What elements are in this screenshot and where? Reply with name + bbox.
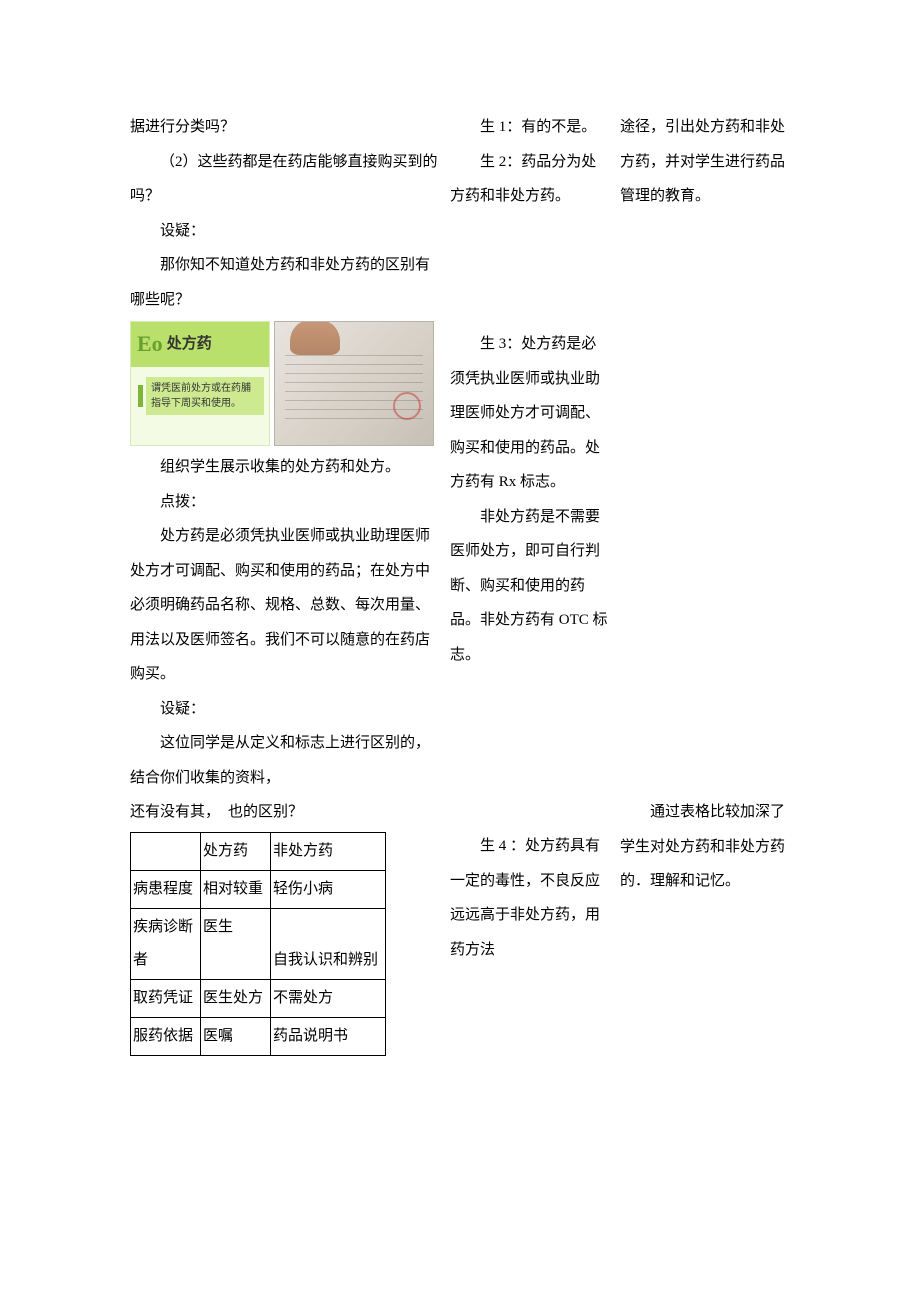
cell: 自我认识和辨别 [271, 908, 386, 979]
cell: 药品说明书 [271, 1017, 386, 1055]
purpose-2: 通过表格比较加深了学生对处方药和非处方药的．理解和记忆。 [620, 795, 790, 899]
text-dianbo: 点拨： [130, 485, 440, 520]
col-left-3: 还有没有其， 也的区别？ 处方药 非处方药 病患程度 相对较重 轻伤小病 疾病诊… [130, 795, 440, 1056]
student-1: 生 1：有的不是。 [450, 110, 610, 145]
col-left-2: Eo 处方药 谓凭医前处方或在药脯指导下周买和使用。 组织学生展示收集的处方药和… [130, 317, 440, 795]
table-row: 服药依据 医嘱 药品说明书 [131, 1017, 386, 1055]
text-organize-students: 组织学生展示收集的处方药和处方。 [130, 450, 440, 485]
text-query-2: 设疑： [130, 692, 440, 727]
cell: 轻伤小病 [271, 870, 386, 908]
rx-card-title-block: Eo 处方药 [131, 322, 269, 367]
cell: 不需处方 [271, 979, 386, 1017]
rx-card-subtitle: 谓凭医前处方或在药脯指导下周买和使用。 [146, 377, 264, 415]
text-followup: 这位同学是从定义和标志上进行区别的，结合你们收集的资料， [130, 726, 440, 795]
rx-card-image: Eo 处方药 谓凭医前处方或在药脯指导下周买和使用。 [130, 321, 270, 446]
prescription-photo [274, 321, 434, 446]
text-q-classify: 据进行分类吗？ [130, 110, 440, 145]
col-right-3: 通过表格比较加深了学生对处方药和非处方药的．理解和记忆。 [620, 795, 790, 1056]
table-row: 病患程度 相对较重 轻伤小病 [131, 870, 386, 908]
text-q-difference: 那你知不知道处方药和非处方药的区别有哪些呢？ [130, 248, 440, 317]
text-query-1: 设疑： [130, 214, 440, 249]
col-mid-3: 生 4 ：处方药具有一定的毒性，不良反应远远高于非处方药，用药方法 [450, 795, 610, 1056]
cell: 医嘱 [201, 1017, 271, 1055]
rx-card-prefix: Eo [137, 321, 163, 370]
cell: 医生 [201, 908, 271, 979]
table-header-row: 处方药 非处方药 [131, 832, 386, 870]
text-rx-definition: 处方药是必须凭执业医师或执业助理医师处方才可调配、购买和使用的药品；在处方中必须… [130, 519, 440, 692]
row-3: 还有没有其， 也的区别？ 处方药 非处方药 病患程度 相对较重 轻伤小病 疾病诊… [130, 795, 790, 1056]
student-2: 生 2：药品分为处方药和非处方药。 [450, 145, 610, 214]
col-right-2 [620, 317, 790, 795]
col-mid-2: 生 3：处方药是必须凭执业医师或执业助理医师处方才可调配、购买和使用的药品。处方… [450, 317, 610, 795]
table-row: 疾病诊断者 医生 自我认识和辨别 [131, 908, 386, 979]
rx-card-title: 处方药 [167, 327, 212, 362]
th-rx: 处方药 [201, 832, 271, 870]
cell: 病患程度 [131, 870, 201, 908]
student-5: 生 4 ：处方药具有一定的毒性，不良反应远远高于非处方药，用药方法 [450, 829, 610, 967]
stamp-circle [393, 392, 421, 420]
image-row: Eo 处方药 谓凭医前处方或在药脯指导下周买和使用。 [130, 321, 440, 446]
purpose-1: 途径，引出处方药和非处方药，并对学生进行药品管理的教育。 [620, 110, 790, 214]
student-3: 生 3：处方药是必须凭执业医师或执业助理医师处方才可调配、购买和使用的药品。处方… [450, 327, 610, 500]
above-table-left: 还有没有其， [130, 795, 220, 830]
row-1: 据进行分类吗？ （2）这些药都是在药店能够直接购买到的吗？ 设疑： 那你知不知道… [130, 110, 790, 317]
cell: 服药依据 [131, 1017, 201, 1055]
cell: 相对较重 [201, 870, 271, 908]
table-row: 取药凭证 医生处方 不需处方 [131, 979, 386, 1017]
comparison-table: 处方药 非处方药 病患程度 相对较重 轻伤小病 疾病诊断者 医生 自我认识和辨别… [130, 832, 386, 1056]
col-left-1: 据进行分类吗？ （2）这些药都是在药店能够直接购买到的吗？ 设疑： 那你知不知道… [130, 110, 440, 317]
th-otc: 非处方药 [271, 832, 386, 870]
above-table-line: 还有没有其， 也的区别？ [130, 795, 440, 830]
cell: 医生处方 [201, 979, 271, 1017]
col-mid-1: 生 1：有的不是。 生 2：药品分为处方药和非处方药。 [450, 110, 610, 317]
cell: 取药凭证 [131, 979, 201, 1017]
student-4-otc: 非处方药是不需要医师处方，即可自行判断、购买和使用的药品。非处方药有 OTC 标… [450, 500, 610, 673]
cell: 疾病诊断者 [131, 908, 201, 979]
row-2: Eo 处方药 谓凭医前处方或在药脯指导下周买和使用。 组织学生展示收集的处方药和… [130, 317, 790, 795]
col-right-1: 途径，引出处方药和非处方药，并对学生进行药品管理的教育。 [620, 110, 790, 317]
text-q-direct-purchase: （2）这些药都是在药店能够直接购买到的吗？ [130, 145, 440, 214]
above-table-right: 也的区别？ [228, 795, 303, 830]
th-blank [131, 832, 201, 870]
